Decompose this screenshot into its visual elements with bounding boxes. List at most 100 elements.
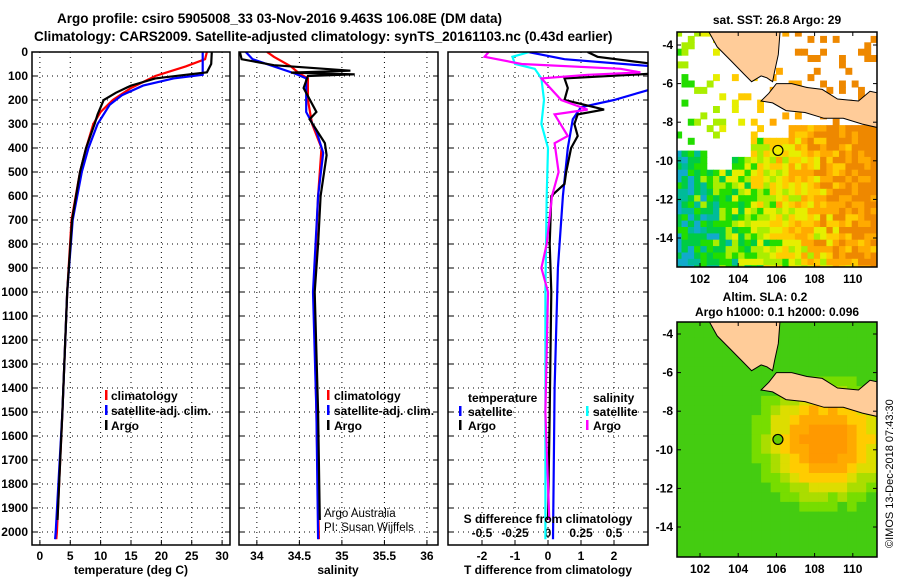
- map-cell: [826, 207, 834, 215]
- map-cell: [713, 511, 724, 522]
- map-cell: [770, 395, 781, 407]
- map-cell: [866, 453, 877, 464]
- map-cell: [703, 424, 714, 435]
- map-cell: [706, 214, 714, 222]
- map-cell: [703, 395, 714, 407]
- map-cell: [769, 239, 777, 247]
- map-cell: [818, 550, 829, 557]
- map-cell: [722, 444, 734, 455]
- map-cell: [744, 182, 752, 190]
- map-cell: [847, 405, 858, 416]
- map-cell: [681, 61, 689, 69]
- map-cell: [769, 246, 777, 254]
- map-cell: [713, 521, 724, 532]
- map-cell: [677, 220, 683, 228]
- map-cell: [801, 258, 809, 266]
- map-cell: [870, 252, 877, 260]
- map-cell: [856, 473, 867, 484]
- map-cell: [719, 233, 727, 241]
- map-cell: [856, 501, 867, 513]
- map-cell: [870, 169, 877, 177]
- map-cell: [780, 337, 791, 349]
- map-cell: [713, 550, 724, 557]
- map-cell: [703, 530, 714, 542]
- map-cell: [858, 252, 865, 260]
- map-cell: [845, 188, 853, 196]
- map-cell: [713, 395, 724, 407]
- map-cell: [763, 163, 771, 171]
- map-cell: [851, 156, 859, 164]
- map-cell: [738, 156, 746, 164]
- map-cell: [828, 511, 839, 522]
- map-cell: [847, 322, 858, 329]
- map-cell: [794, 265, 802, 267]
- map-cell: [799, 357, 810, 368]
- map-cell: [706, 233, 714, 241]
- map-cell: [847, 521, 858, 532]
- sst-field: [677, 32, 877, 267]
- map-cell: [780, 492, 791, 503]
- map-cell: [694, 201, 701, 209]
- map-cell: [677, 163, 683, 171]
- map-cell: [722, 386, 734, 397]
- map-cell: [832, 220, 840, 228]
- map-cell: [751, 492, 762, 503]
- lon-tick-label: 104: [728, 272, 748, 286]
- map-cell: [694, 453, 705, 464]
- map-cell: [794, 150, 802, 158]
- map-cell: [738, 233, 746, 241]
- map-cell: [789, 530, 800, 542]
- map-cell: [694, 322, 705, 329]
- map-cell: [677, 239, 683, 247]
- map-cell: [789, 550, 800, 557]
- map-cell: [870, 131, 877, 139]
- map-cell: [789, 337, 800, 349]
- map-cell: [864, 156, 872, 164]
- map-cell: [808, 501, 820, 513]
- map-cell: [794, 201, 802, 209]
- map-cell: [858, 169, 865, 177]
- map-cell: [788, 227, 796, 234]
- map-cell: [870, 188, 877, 196]
- map-cell: [780, 395, 791, 407]
- map-cell: [788, 233, 796, 241]
- map-cell: [864, 55, 872, 62]
- map-cell: [866, 434, 877, 445]
- map-cell: [738, 201, 746, 209]
- map-cell: [694, 156, 701, 164]
- x-tick-label: 35.5: [373, 549, 397, 563]
- map-cell: [845, 258, 853, 266]
- temperature-panel: 0100200300400500600700800900100011001200…: [1, 45, 231, 563]
- map-cell: [731, 233, 739, 241]
- map-cell: [725, 252, 733, 260]
- map-cell: [858, 207, 865, 215]
- map-cell: [858, 258, 865, 266]
- map-cell: [703, 337, 714, 349]
- map-cell: [799, 501, 810, 513]
- map-cell: [776, 67, 783, 75]
- map-cell: [851, 131, 859, 139]
- x-tick-label: 30: [215, 549, 229, 563]
- map-cell: [769, 169, 777, 177]
- lon-tick-label: 110: [843, 562, 863, 576]
- map-cell: [722, 550, 734, 557]
- map-cell: [776, 239, 783, 247]
- map-cell: [725, 258, 733, 266]
- map-cell: [761, 434, 772, 445]
- map-cell: [801, 176, 809, 183]
- map-cell: [876, 35, 877, 43]
- map-cell: [839, 61, 846, 69]
- map-cell: [763, 169, 771, 177]
- map-cell: [713, 366, 724, 378]
- map-cell: [763, 150, 771, 158]
- map-cell: [694, 188, 701, 196]
- map-cell: [703, 463, 714, 474]
- map-cell: [751, 424, 762, 435]
- map-cell: [820, 80, 827, 88]
- map-cell: [731, 252, 739, 260]
- map-cell: [694, 86, 701, 94]
- map-cell: [820, 220, 827, 228]
- map-cell: [818, 347, 829, 358]
- map-cell: [706, 207, 714, 215]
- map-cell: [807, 55, 815, 62]
